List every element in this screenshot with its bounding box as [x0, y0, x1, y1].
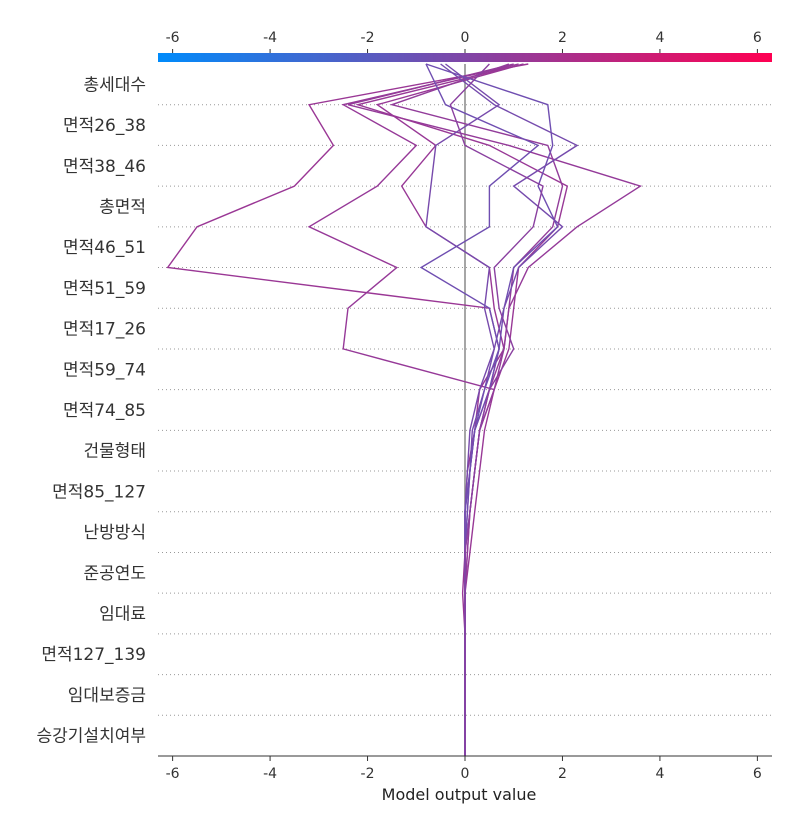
colorbar-tick-label: 2	[558, 30, 567, 46]
x-axis: -6 -4 -2 0 2 4 6	[158, 755, 772, 782]
feature-label: 면적59_74	[63, 360, 146, 380]
x-tick-label: -4	[263, 766, 277, 782]
feature-label: 면적127_139	[41, 645, 146, 665]
colorbar: -6 -4 -2 0 2 4 6	[158, 30, 772, 62]
colorbar-tick-label: -6	[166, 30, 180, 46]
feature-label: 승강기설치여부	[37, 727, 146, 747]
feature-label: 면적74_85	[63, 401, 146, 421]
x-tick-label: -6	[166, 766, 180, 782]
feature-label: 면적38_46	[63, 157, 146, 177]
feature-label: 면적17_26	[63, 320, 146, 340]
decision-line	[425, 63, 559, 756]
feature-label: 건물형태	[83, 442, 146, 462]
feature-label: 임대보증금	[68, 686, 146, 706]
feature-label: 면적26_38	[63, 116, 146, 136]
decision-line	[347, 63, 643, 756]
feature-label: 총세대수	[83, 75, 146, 95]
decision-lines	[166, 63, 643, 756]
colorbar-tick-label: 6	[753, 30, 762, 46]
feature-label: 준공연도	[83, 564, 146, 584]
decision-line	[419, 63, 540, 756]
decision-line	[425, 63, 501, 756]
x-tick-label: 0	[461, 766, 470, 782]
feature-label: 면적46_51	[63, 238, 146, 258]
feature-label: 면적85_127	[52, 482, 146, 502]
feature-label: 임대료	[99, 605, 146, 625]
x-axis-label: Model output value	[382, 785, 537, 804]
decision-line	[355, 63, 569, 756]
colorbar-tick-label: 0	[461, 30, 470, 46]
colorbar-tick-label: 4	[655, 30, 664, 46]
x-tick-label: 6	[753, 766, 762, 782]
decision-line	[449, 63, 544, 756]
x-tick-label: 4	[655, 766, 664, 782]
colorbar-tick-label: -4	[263, 30, 277, 46]
x-tick-label: -2	[361, 766, 375, 782]
colorbar-gradient	[158, 53, 772, 62]
feature-label: 총면적	[99, 197, 146, 217]
feature-label: 면적51_59	[63, 279, 146, 299]
feature-label: 난방방식	[83, 523, 146, 543]
colorbar-tick-label: -2	[361, 30, 375, 46]
x-tick-label: 2	[558, 766, 567, 782]
decision-line	[375, 63, 524, 756]
